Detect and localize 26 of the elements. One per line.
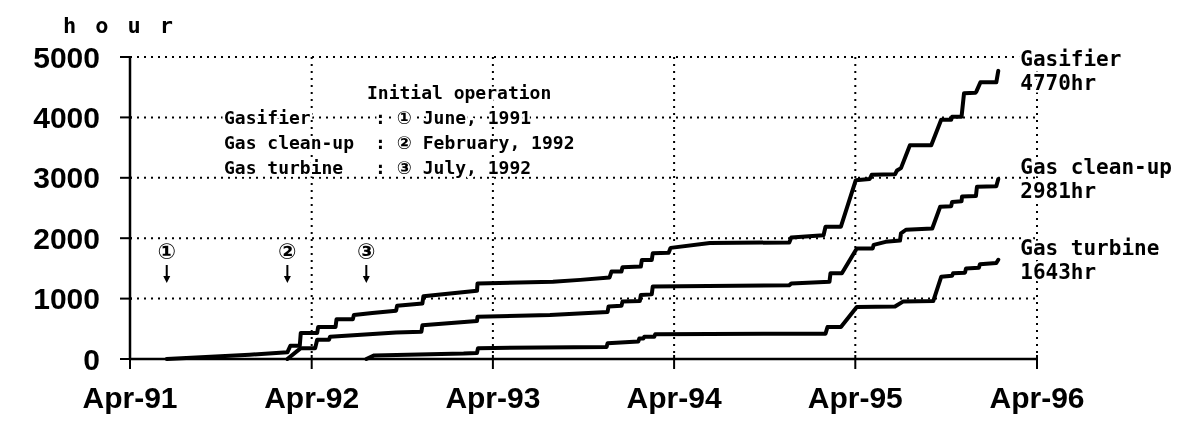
y-tick-label: 4000 bbox=[33, 100, 100, 134]
series-label: Gas turbine bbox=[1020, 235, 1160, 260]
annotation: Gas clean-up : ② February, 1992 bbox=[224, 131, 575, 153]
annotation: ① bbox=[157, 238, 177, 264]
text: Gas turbine : ③ July, 1992 bbox=[224, 156, 532, 178]
series-label: Gasifier bbox=[1020, 46, 1122, 71]
x-tick-label: Apr-94 bbox=[626, 381, 722, 414]
data-label: 2981hr bbox=[1020, 178, 1097, 203]
y-tick-label: 0 bbox=[83, 342, 100, 376]
data-label: 4770hr bbox=[1020, 70, 1097, 95]
data-label: 1643hr bbox=[1020, 259, 1097, 284]
x-tick-label: Apr-93 bbox=[445, 381, 541, 414]
y-tick-label: 1000 bbox=[33, 282, 100, 316]
annotation: Initial operation bbox=[367, 81, 552, 103]
x-tick-label: Apr-95 bbox=[807, 381, 903, 414]
y-tick-label: 3000 bbox=[33, 161, 100, 195]
y-axis-title: hour bbox=[63, 13, 192, 38]
y-tick-label: 5000 bbox=[33, 40, 100, 74]
annotation: ② bbox=[278, 238, 297, 264]
annotation: ③ bbox=[356, 238, 376, 264]
series-label: Gas clean-up bbox=[1020, 154, 1172, 179]
text: Gasifier : ① June, 1991 bbox=[224, 106, 532, 128]
x-tick-label: Apr-96 bbox=[989, 381, 1085, 414]
x-tick-label: Apr-92 bbox=[264, 381, 360, 414]
y-tick-label: 2000 bbox=[33, 221, 100, 255]
x-tick-label: Apr-91 bbox=[82, 381, 178, 414]
